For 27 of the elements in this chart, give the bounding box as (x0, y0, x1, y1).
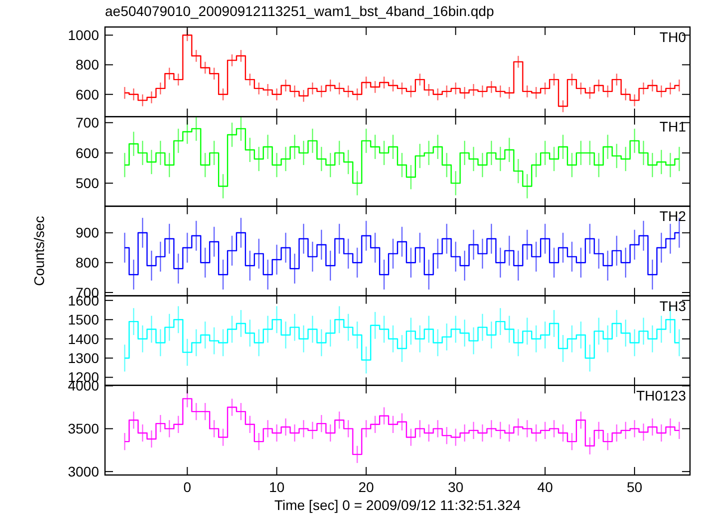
y-tick-label: 1500 (68, 312, 100, 328)
y-tick-label: 3000 (68, 463, 100, 480)
y-axis-title: Counts/sec (31, 216, 47, 286)
x-tick-label: 10 (268, 479, 285, 495)
y-tick-label: 700 (76, 114, 100, 131)
y-tick-label: 1000 (68, 27, 100, 44)
y-tick-label: 600 (76, 144, 100, 161)
text: TH0 (660, 29, 686, 45)
y-tick-label: 600 (76, 86, 100, 102)
chart-title: ae504079010_20090912113251_wam1_bst_4band_16bin.qdp (105, 3, 494, 19)
y-tick-label: 800 (76, 56, 100, 73)
series-label: TH3 (660, 298, 686, 314)
x-axis-title: Time [sec] 0 = 2009/09/12 11:32:51.324 (274, 497, 521, 513)
x-tick-label: 0 (183, 479, 192, 495)
series-label: TH2 (660, 208, 686, 224)
x-tick-label: 50 (626, 479, 643, 495)
y-tick-label: 800 (76, 254, 100, 271)
x-tick-label: 20 (358, 479, 374, 495)
y-tick-label: 3500 (68, 420, 100, 437)
series-label: TH0123 (636, 387, 686, 404)
y-tick-label: 1300 (68, 350, 100, 366)
y-tick-label: 500 (76, 175, 100, 192)
x-tick-label: 30 (448, 479, 464, 495)
series-label: TH1 (660, 118, 686, 135)
x-tick-label: 40 (537, 479, 554, 495)
y-tick-label: 1400 (68, 330, 100, 347)
y-tick-label: 900 (76, 224, 100, 241)
